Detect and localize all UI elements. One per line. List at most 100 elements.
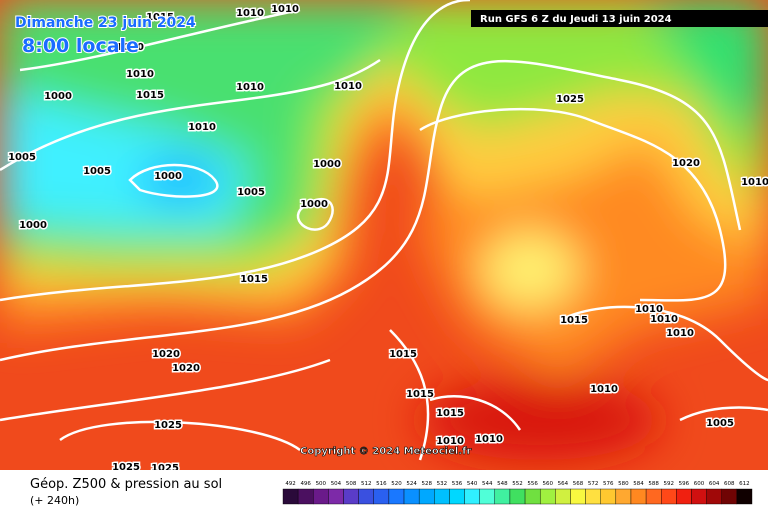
date: Dimanche 23 juin 2024 — [15, 15, 196, 31]
scale-cell — [509, 488, 526, 505]
isobar-label: 1020 — [172, 363, 200, 374]
scale-cell — [328, 488, 344, 505]
isobar-label: 1015 — [136, 90, 164, 101]
isobar-label: 1010 — [236, 82, 264, 93]
isobar-label: 1015 — [240, 274, 268, 285]
isobar-label: 1010 — [188, 122, 216, 133]
isobar-label: 1010 — [635, 304, 663, 315]
isobar-label: 1010 — [436, 436, 464, 447]
isobar-label: 1010 — [271, 4, 299, 15]
scale-label: 560 — [543, 481, 554, 487]
scale-cell — [661, 488, 677, 505]
isobars — [0, 0, 768, 461]
isobar-label: 1005 — [8, 152, 36, 163]
legend-lead: (+ 240h) — [30, 494, 79, 507]
scale-cell — [691, 488, 707, 505]
scale-label: 596 — [679, 481, 690, 487]
legend-title: Géop. Z500 & pression au sol — [30, 477, 222, 492]
isobar-label: 1025 — [154, 420, 182, 431]
scale-cell — [676, 488, 692, 505]
isobar-label: 1015 — [436, 408, 464, 419]
scale-label: 552 — [512, 481, 523, 487]
scale-cell — [464, 488, 480, 505]
scale-label: 564 — [558, 481, 569, 487]
scale-label: 592 — [664, 481, 675, 487]
scale-label: 500 — [316, 481, 327, 487]
isobar-label: 1000 — [313, 159, 341, 170]
scale-label: 528 — [421, 481, 432, 487]
scale-cell — [645, 488, 662, 505]
scale-label: 612 — [739, 481, 750, 487]
isobar-label: 1000 — [300, 199, 328, 210]
scale-cell — [479, 488, 496, 505]
scale-cell — [494, 488, 511, 505]
isobar-label: 1000 — [154, 171, 182, 182]
scale-label: 580 — [618, 481, 629, 487]
scale-cell — [721, 488, 738, 505]
scale-cell — [539, 488, 556, 505]
scale-label: 536 — [452, 481, 463, 487]
scale-label: 532 — [437, 481, 448, 487]
isobar-label: 1020 — [672, 158, 700, 169]
isobar-label: 1005 — [237, 187, 265, 198]
scale-cell — [706, 488, 722, 505]
isobar-label: 1005 — [706, 418, 734, 429]
scale-cell — [555, 488, 571, 505]
scale-label: 588 — [648, 481, 659, 487]
scale-cell — [615, 488, 632, 505]
scale-cell — [358, 488, 374, 505]
scale-cell — [570, 488, 586, 505]
scale-label: 572 — [588, 481, 599, 487]
scale-label: 584 — [633, 481, 644, 487]
isobar-label: 1010 — [590, 384, 618, 395]
isobar-label: 1025 — [556, 94, 584, 105]
scale-cell — [403, 488, 420, 505]
scale-cell — [373, 488, 390, 505]
scale-cell — [630, 488, 647, 505]
run-box — [471, 10, 768, 27]
isobar-label: 1000 — [44, 91, 72, 102]
scale-label: 492 — [285, 481, 296, 487]
scale-label: 520 — [391, 481, 402, 487]
scale-cell — [736, 488, 753, 505]
scale-label: 544 — [482, 481, 493, 487]
isobar-label: 1020 — [152, 349, 180, 360]
scale-cell — [524, 488, 541, 505]
isobar-label: 1005 — [83, 166, 111, 177]
scale-label: 496 — [300, 481, 311, 487]
isobar-label: 1015 — [389, 349, 417, 360]
scale-label: 540 — [467, 481, 478, 487]
scale-label: 508 — [346, 481, 357, 487]
scale-label: 524 — [406, 481, 417, 487]
scale-label: 604 — [709, 481, 720, 487]
scale-label: 600 — [694, 481, 705, 487]
isobar-label: 1015 — [146, 12, 174, 23]
isobar-label: 1010 — [126, 69, 154, 80]
copyright: Copyright © 2024 Meteociel.fr — [300, 446, 471, 457]
isobar-label: 1010 — [666, 328, 694, 339]
isobar-label: 1020 — [116, 42, 144, 53]
isobar-label: 1010 — [475, 434, 503, 445]
scale-cell — [282, 488, 299, 505]
scale-label: 608 — [724, 481, 735, 487]
scale-cell — [418, 488, 435, 505]
scale-cell — [434, 488, 450, 505]
isobar-label: 1010 — [741, 177, 768, 188]
time: 8:00 locale — [22, 35, 139, 57]
isobar-label: 1010 — [334, 81, 362, 92]
scale-cell — [297, 488, 314, 505]
scale-cell — [449, 488, 465, 505]
run-info: Run GFS 6 Z du Jeudi 13 juin 2024 — [480, 14, 672, 25]
scale-label: 512 — [361, 481, 372, 487]
scale-label: 516 — [376, 481, 387, 487]
scale-label: 568 — [573, 481, 584, 487]
isobar-label: 1000 — [19, 220, 47, 231]
isobar-label: 1010 — [236, 8, 264, 19]
scale-cell — [388, 488, 405, 505]
scale-cell — [600, 488, 617, 505]
scale-label: 548 — [497, 481, 508, 487]
scale-cell — [585, 488, 601, 505]
scale-label: 556 — [527, 481, 538, 487]
isobar-label: 1010 — [650, 314, 678, 325]
